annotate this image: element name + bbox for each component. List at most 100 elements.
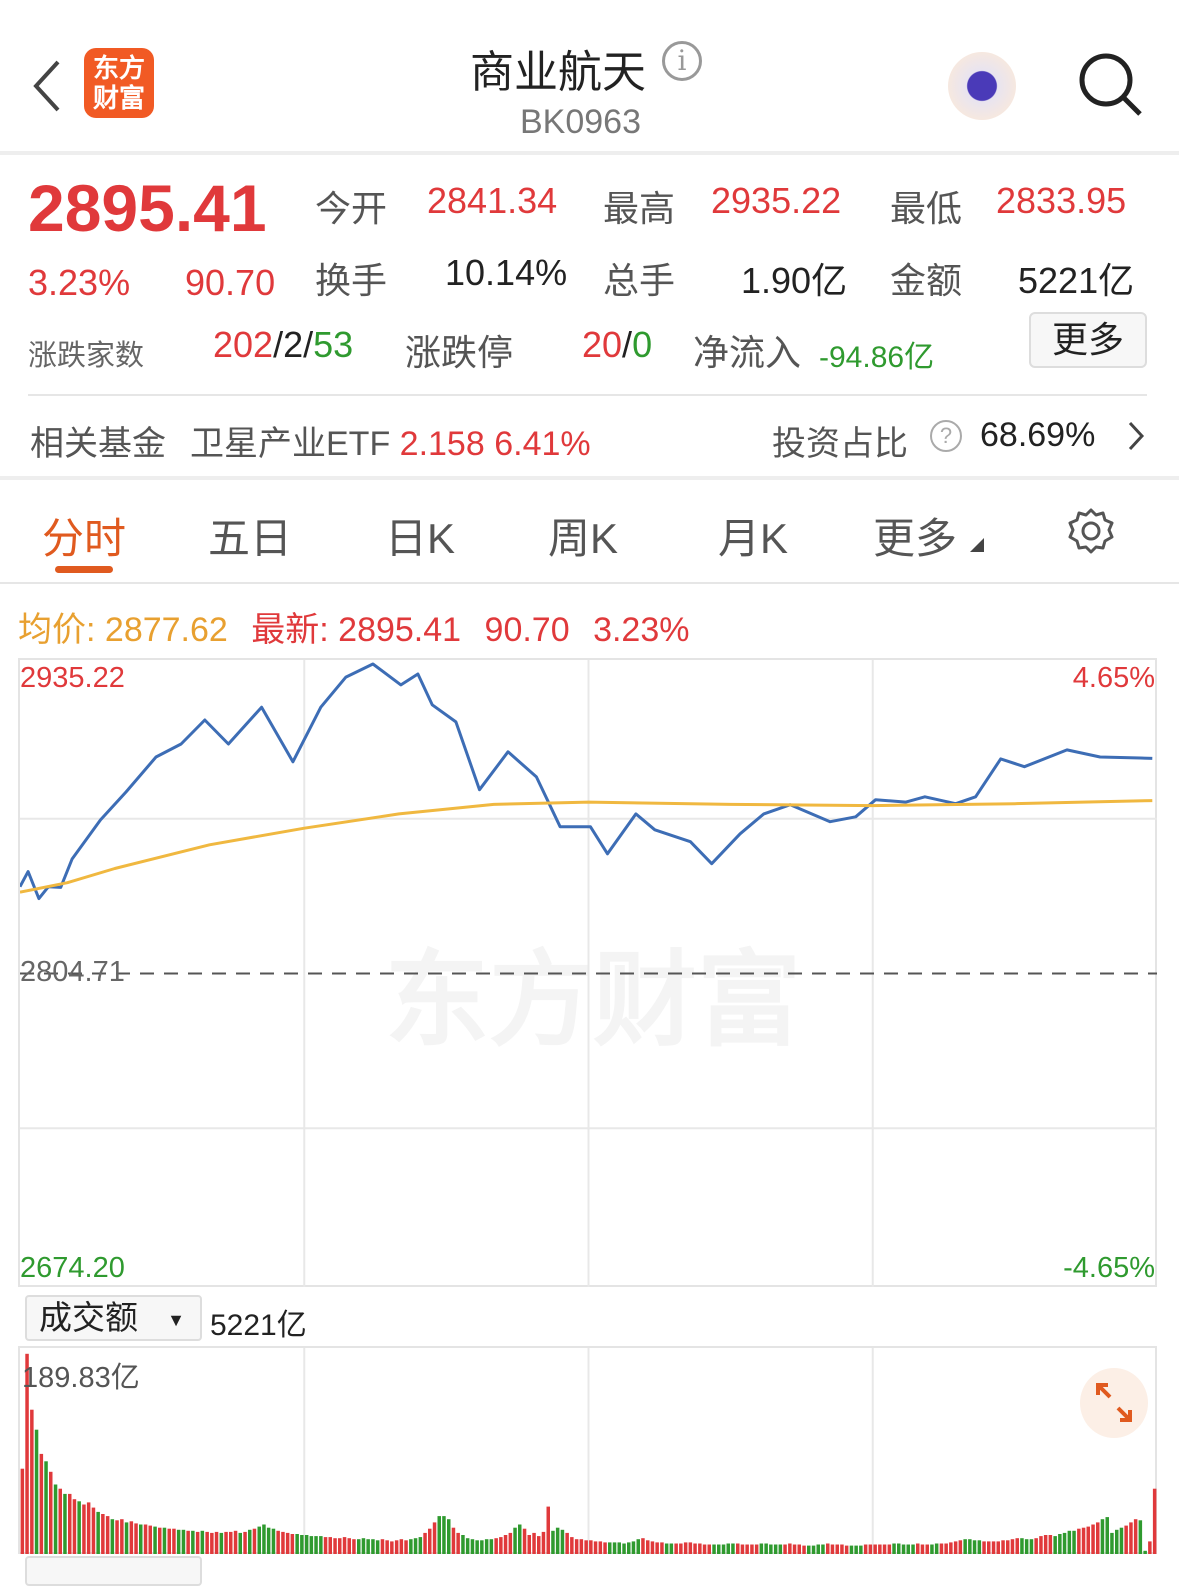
- volume-bar: [930, 1544, 934, 1554]
- volume-bar: [949, 1542, 953, 1554]
- volume-bar: [764, 1543, 768, 1554]
- volume-bar: [276, 1530, 280, 1554]
- volume-bar: [25, 1353, 29, 1554]
- high-value: 2935.22: [711, 180, 842, 221]
- back-button[interactable]: [28, 58, 68, 114]
- volume-bar: [736, 1543, 740, 1554]
- tab-more[interactable]: 更多: [873, 515, 958, 562]
- watermark: 东方财富: [385, 943, 802, 1059]
- limit-down-count: 0: [632, 324, 653, 365]
- volume-bar: [394, 1540, 399, 1554]
- volume-bar: [759, 1543, 764, 1554]
- tab-daily-k[interactable]: 日K: [385, 515, 456, 562]
- volume-bar: [892, 1543, 896, 1554]
- separator: /: [622, 324, 633, 365]
- volume-bar: [191, 1530, 195, 1554]
- volume-bar: [712, 1544, 716, 1554]
- volume-bar: [314, 1536, 318, 1554]
- volume-bar: [285, 1532, 290, 1554]
- volume-bar: [480, 1540, 484, 1554]
- volume-bar: [503, 1535, 508, 1554]
- volume-bar: [745, 1544, 749, 1554]
- breadth-value: 202/2/53: [213, 324, 353, 366]
- open-label: 今开: [315, 188, 388, 229]
- volume-bar: [754, 1544, 759, 1554]
- volume-bar: [887, 1544, 892, 1554]
- indicator-selector-2[interactable]: [25, 1556, 202, 1586]
- volume-bar: [248, 1529, 252, 1554]
- volume-bar: [162, 1527, 167, 1554]
- limit-label: 涨跌停: [405, 332, 514, 373]
- more-button[interactable]: 更多: [1029, 312, 1147, 368]
- volume-bar: [1152, 1488, 1157, 1554]
- expand-button[interactable]: [1080, 1368, 1148, 1438]
- volume-bar: [664, 1543, 669, 1554]
- volume-bar: [641, 1538, 645, 1554]
- volume-bar: [878, 1544, 882, 1554]
- robot-assistant-avatar[interactable]: [948, 52, 1016, 120]
- tab-weekly-k[interactable]: 周K: [548, 515, 619, 562]
- volume-bar: [508, 1532, 513, 1554]
- volume-bar: [944, 1543, 948, 1554]
- volume-bar: [243, 1531, 247, 1554]
- chevron-right-icon[interactable]: [1126, 420, 1146, 452]
- volume-bar: [584, 1540, 588, 1554]
- volume-label: 总手: [603, 260, 676, 301]
- volume-bar: [252, 1528, 257, 1554]
- volume-bar: [963, 1539, 967, 1554]
- intraday-chart[interactable]: 东方财富 2935.22 4.65% 2804.71 2674.20 -4.65…: [18, 658, 1157, 1287]
- volume-chart[interactable]: 189.83亿: [18, 1346, 1157, 1554]
- volume-bar: [1006, 1540, 1010, 1554]
- tab-five-day[interactable]: 五日: [208, 515, 293, 562]
- volume-bar: [1043, 1535, 1048, 1554]
- volume-bar: [797, 1544, 801, 1554]
- volume-bar: [830, 1544, 835, 1554]
- volume-bar: [1001, 1540, 1005, 1554]
- volume-bar: [96, 1511, 100, 1554]
- tab-monthly-k[interactable]: 月K: [718, 515, 789, 562]
- volume-bar: [925, 1544, 929, 1554]
- tab-intraday[interactable]: 分时: [42, 515, 127, 562]
- amount-value: 5221亿: [1018, 260, 1135, 301]
- volume-bar: [338, 1538, 342, 1554]
- dropdown-triangle-icon: [970, 538, 984, 552]
- volume-total: 5221亿: [210, 1309, 307, 1342]
- volume-bar: [1058, 1534, 1062, 1554]
- volume-bar: [849, 1545, 854, 1554]
- indicator-selector[interactable]: 成交额 ▼: [25, 1295, 202, 1341]
- volume-bar: [650, 1541, 655, 1554]
- volume-bar: [740, 1544, 745, 1554]
- volume-bar: [537, 1536, 541, 1554]
- active-tab-indicator: [55, 566, 113, 573]
- volume-bar: [811, 1545, 816, 1554]
- volume-bar: [456, 1532, 460, 1554]
- search-button[interactable]: [1078, 52, 1144, 118]
- volume-bar: [229, 1531, 233, 1554]
- low-label: 最低: [890, 188, 963, 229]
- info-icon[interactable]: i: [662, 41, 702, 81]
- volume-bar: [726, 1543, 730, 1554]
- settings-gear-icon[interactable]: [1066, 506, 1116, 556]
- volume-bar: [148, 1525, 152, 1554]
- change-pct: 3.23%: [28, 262, 131, 303]
- volume-bar: [413, 1538, 418, 1554]
- volume-bar: [58, 1488, 62, 1554]
- volume-bar: [328, 1537, 332, 1554]
- volume-bar: [105, 1516, 110, 1554]
- volume-bar: [404, 1540, 408, 1554]
- volume-bar: [210, 1532, 214, 1554]
- volume-bar: [721, 1544, 726, 1554]
- fund-pct: 6.41%: [494, 425, 591, 463]
- volume-bar: [423, 1532, 427, 1554]
- volume-bar: [257, 1526, 261, 1554]
- caret-down-icon: ▼: [167, 1310, 185, 1331]
- volume-bar: [911, 1544, 915, 1554]
- volume-bar: [916, 1543, 920, 1554]
- help-icon[interactable]: ?: [930, 420, 962, 452]
- volume-bar: [783, 1544, 787, 1554]
- amount-label: 金额: [890, 260, 963, 301]
- related-fund-label: 相关基金: [30, 425, 166, 463]
- volume-bar: [612, 1542, 617, 1554]
- fund-row[interactable]: 卫星产业ETF 2.158 6.41%: [190, 416, 591, 465]
- page-title: 商业航天: [470, 48, 646, 97]
